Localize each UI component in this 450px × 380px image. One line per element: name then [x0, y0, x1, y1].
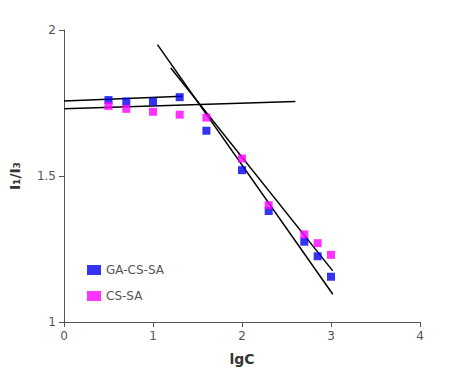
svg-text:0: 0: [60, 329, 68, 343]
svg-text:2: 2: [238, 329, 246, 343]
svg-text:2: 2: [48, 23, 56, 37]
svg-text:I₁/I₃: I₁/I₃: [7, 162, 23, 190]
svg-text:3: 3: [327, 329, 335, 343]
svg-text:1.5: 1.5: [37, 169, 56, 183]
svg-text:GA-CS-SA: GA-CS-SA: [106, 263, 165, 277]
svg-text:1: 1: [48, 315, 56, 329]
svg-text:4: 4: [416, 329, 424, 343]
svg-text:lgC: lgC: [229, 351, 254, 367]
svg-text:1: 1: [149, 329, 157, 343]
svg-text:CS-SA: CS-SA: [106, 289, 143, 303]
